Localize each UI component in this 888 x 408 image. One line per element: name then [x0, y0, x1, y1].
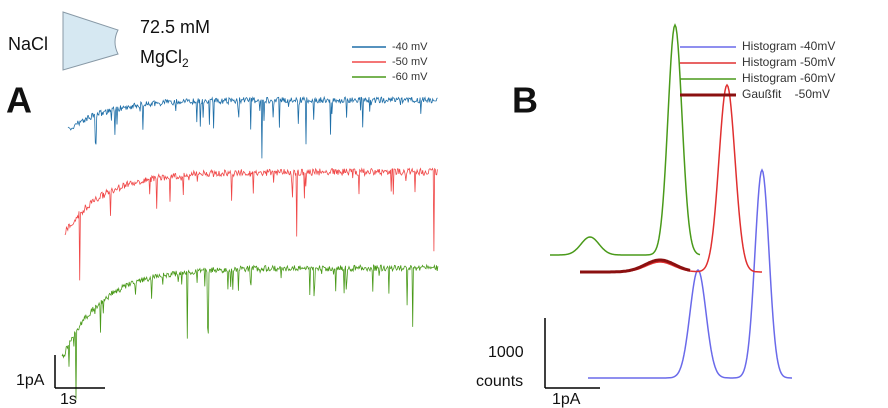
legend-label: Histogram -60mV — [742, 71, 835, 85]
histogram-curve — [580, 83, 762, 273]
salt: MgCl2 — [140, 47, 189, 70]
legend-label: Histogram -40mV — [742, 39, 835, 53]
concentration: 72.5 mM — [140, 17, 210, 37]
legend-label: -40 mV — [392, 41, 428, 53]
scale-x-label: 1s — [60, 391, 77, 408]
histogram-curve — [588, 168, 792, 379]
legend-label: Histogram -50mV — [742, 55, 835, 69]
legend-label: -50 mV — [392, 56, 428, 68]
salt-subscript: 2 — [182, 56, 189, 70]
current-trace — [64, 167, 438, 281]
histogram-curve — [550, 23, 701, 256]
histogram-curve — [580, 258, 691, 274]
scale-x-label: 1pA — [552, 391, 581, 408]
current-traces — [61, 95, 439, 400]
pipette-icon — [62, 11, 119, 71]
current-trace — [61, 263, 439, 400]
panel-label: B — [512, 80, 538, 121]
scale-y-label: 1pA — [16, 372, 45, 389]
scale-y-value: 1000 — [488, 344, 524, 361]
scale-y-unit: counts — [476, 373, 523, 390]
current-trace — [67, 95, 438, 159]
salt-name: MgCl — [140, 47, 182, 67]
histograms — [550, 23, 792, 379]
legend-label: Gaußfit -50mV — [742, 87, 830, 101]
legend-label: -60 mV — [392, 71, 428, 83]
panel-label: A — [6, 80, 32, 121]
inlet-label: NaCl — [8, 34, 48, 54]
